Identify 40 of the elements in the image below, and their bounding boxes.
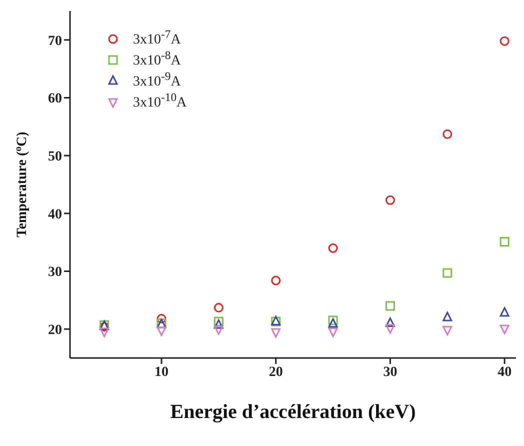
- point: [328, 243, 338, 253]
- point: [214, 302, 224, 312]
- point: [214, 325, 224, 335]
- legend-label: 3x10$^{-8}$A: [133, 49, 181, 70]
- x-tick-label: 30: [383, 364, 398, 380]
- legend-label: 3x10$^{-10}$A: [133, 91, 187, 112]
- point: [328, 328, 338, 338]
- x-tick-label: 40: [498, 364, 512, 380]
- point: [385, 318, 395, 328]
- point: [442, 312, 452, 322]
- point: [385, 195, 395, 205]
- point: [442, 129, 452, 139]
- point: [214, 316, 224, 326]
- point: [156, 326, 166, 336]
- point: [271, 276, 281, 286]
- point: [385, 324, 395, 334]
- point: [328, 316, 338, 326]
- point: [500, 307, 510, 317]
- y-tick-label: 40: [48, 207, 62, 222]
- legend-label: 3x10$^{-9}$A: [133, 70, 181, 91]
- point: [500, 36, 510, 46]
- point: [100, 328, 110, 338]
- x-axis-title: Energie d’accélération (keV): [170, 401, 416, 423]
- y-tick-label: 60: [48, 92, 62, 107]
- y-tick-label: 20: [48, 323, 62, 338]
- point: [500, 324, 510, 334]
- point: [156, 314, 166, 324]
- point: [442, 326, 452, 336]
- y-tick-label: 30: [48, 265, 62, 280]
- point: [442, 268, 452, 278]
- y-tick-label: 50: [48, 150, 62, 165]
- point: [500, 237, 510, 247]
- y-tick-label: 70: [48, 34, 62, 49]
- point: [328, 318, 338, 328]
- x-tick-label: 10: [154, 364, 168, 380]
- x-tick-label: 20: [268, 364, 283, 380]
- point: [214, 319, 224, 329]
- point: [271, 328, 281, 338]
- legend-label: 3x10$^{-7}$A: [133, 28, 181, 49]
- point: [385, 301, 395, 311]
